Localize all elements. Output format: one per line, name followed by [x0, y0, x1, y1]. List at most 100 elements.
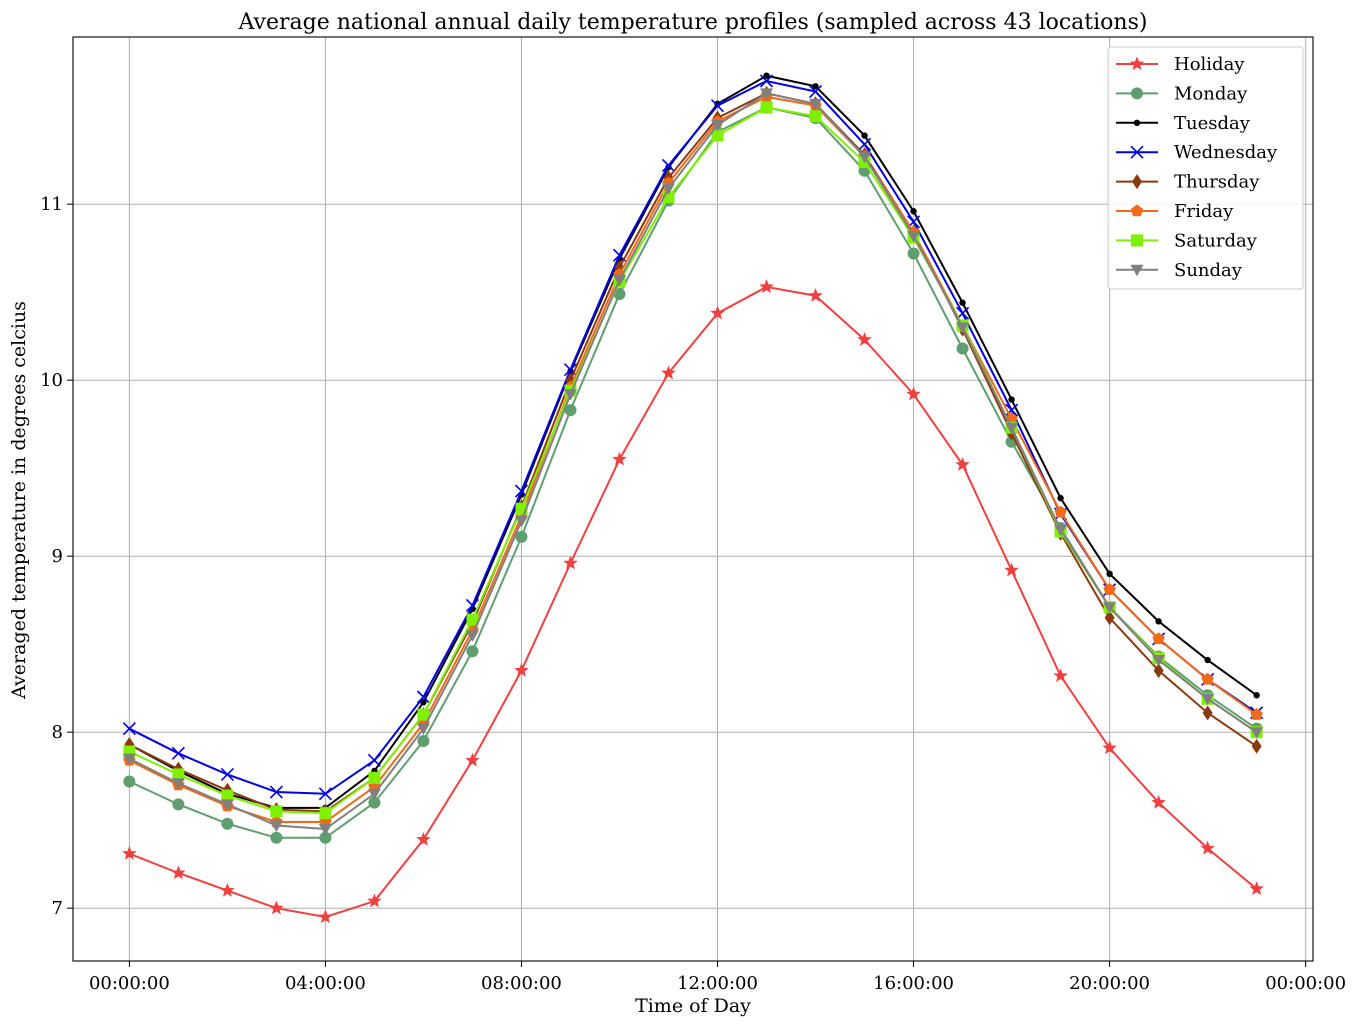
y-tick-label: 9: [52, 546, 63, 567]
x-tick-label: 12:00:00: [677, 973, 758, 994]
data-point-sunday: [367, 788, 381, 801]
legend-item-tuesday: Tuesday: [1116, 113, 1251, 134]
data-point-sunday: [465, 630, 479, 642]
series-holiday: [122, 279, 1264, 924]
data-point-sunday: [122, 753, 136, 766]
data-point-saturday: [319, 807, 332, 820]
x-axis-label: Time of Day: [635, 995, 751, 1017]
data-point-holiday: [808, 288, 823, 302]
data-point-holiday: [1249, 881, 1264, 895]
data-point-holiday: [759, 279, 774, 294]
legend-marker-sunday: [1130, 264, 1144, 277]
legend-marker-monday: [1131, 87, 1143, 100]
data-point-monday: [515, 530, 528, 543]
data-point-tuesday: [763, 72, 770, 79]
series-line-thursday: [128, 92, 1258, 813]
data-point-sunday: [1250, 727, 1264, 739]
data-point-monday: [956, 342, 969, 355]
y-axis-ticks: 7 8 9 10 11: [40, 194, 73, 919]
series-tuesday: [126, 72, 1260, 812]
data-point-thursday: [1202, 705, 1213, 721]
data-point-wednesday: [710, 99, 725, 113]
data-point-wednesday: [122, 722, 136, 736]
legend-marker-friday: [1130, 204, 1144, 217]
data-point-wednesday: [563, 363, 578, 377]
data-point-holiday: [220, 882, 235, 897]
data-point-sunday: [1103, 602, 1117, 614]
data-point-sunday: [416, 723, 430, 736]
data-point-monday: [466, 645, 479, 658]
x-tick-label: 00:00:00: [89, 973, 170, 994]
data-point-holiday: [955, 457, 970, 471]
data-point-holiday: [710, 305, 725, 320]
series-friday: [123, 90, 1263, 828]
data-point-sunday: [907, 230, 921, 243]
data-point-sunday: [269, 820, 283, 832]
data-point-wednesday: [318, 787, 332, 801]
data-point-holiday: [1004, 562, 1019, 577]
legend-label-saturday: Saturday: [1174, 230, 1258, 251]
data-point-monday: [564, 404, 577, 417]
data-point-friday: [1054, 505, 1067, 518]
y-tick-label: 11: [40, 194, 63, 215]
data-point-holiday: [416, 831, 431, 846]
legend-item-holiday: Holiday: [1116, 54, 1245, 75]
x-tick-label: 16:00:00: [873, 973, 954, 994]
legend-label-monday: Monday: [1174, 83, 1248, 104]
data-point-tuesday: [1008, 396, 1015, 403]
data-point-holiday: [269, 900, 284, 915]
data-point-friday: [1152, 632, 1165, 645]
data-point-saturday: [172, 768, 185, 781]
data-point-saturday: [711, 129, 724, 142]
data-point-holiday: [514, 662, 529, 677]
data-point-sunday: [809, 98, 823, 111]
data-point-sunday: [661, 183, 675, 195]
data-point-wednesday: [1005, 403, 1019, 417]
legend-label-thursday: Thursday: [1174, 172, 1260, 193]
data-point-tuesday: [1057, 494, 1064, 502]
data-point-monday: [368, 796, 381, 809]
data-point-tuesday: [910, 208, 917, 215]
y-tick-label: 7: [52, 898, 63, 919]
legend: Holiday Monday Tuesday Wednesday Thursday Fri…: [1107, 46, 1304, 290]
data-point-friday: [1250, 708, 1263, 720]
data-point-wednesday: [171, 746, 185, 760]
data-point-wednesday: [367, 753, 381, 767]
data-point-sunday: [711, 120, 725, 132]
data-point-tuesday: [959, 299, 966, 306]
data-point-sunday: [563, 389, 577, 401]
series-layer: [122, 72, 1264, 924]
series-wednesday: [122, 74, 1264, 801]
data-point-monday: [319, 831, 332, 844]
series-sunday: [122, 88, 1264, 836]
data-point-monday: [270, 831, 283, 844]
data-point-monday: [172, 798, 185, 811]
chart-title: Average national annual daily temperatur…: [238, 10, 1148, 35]
data-point-sunday: [760, 88, 774, 100]
data-point-holiday: [1151, 794, 1166, 809]
data-point-sunday: [514, 516, 528, 528]
data-point-wednesday: [661, 158, 676, 173]
data-point-sunday: [1201, 693, 1215, 706]
series-line-wednesday: [128, 79, 1258, 795]
data-point-friday: [1103, 583, 1116, 595]
legend-marker-saturday: [1131, 234, 1143, 247]
legend-item-friday: Friday: [1116, 201, 1234, 222]
series-line-sunday: [128, 92, 1258, 831]
legend-item-wednesday: Wednesday: [1116, 142, 1278, 163]
data-point-saturday: [368, 771, 381, 784]
x-tick-label: 20:00:00: [1069, 973, 1150, 994]
data-point-holiday: [367, 893, 382, 908]
data-point-tuesday: [861, 132, 868, 139]
data-point-monday: [613, 287, 626, 300]
data-point-saturday: [221, 789, 234, 802]
data-point-holiday: [171, 865, 186, 880]
data-point-wednesday: [220, 767, 234, 782]
series-line-friday: [128, 95, 1258, 823]
data-point-thursday: [1153, 663, 1164, 679]
x-tick-label: 04:00:00: [285, 973, 366, 994]
data-point-monday: [417, 735, 430, 747]
legend-label-holiday: Holiday: [1174, 54, 1245, 75]
data-point-wednesday: [759, 74, 774, 88]
